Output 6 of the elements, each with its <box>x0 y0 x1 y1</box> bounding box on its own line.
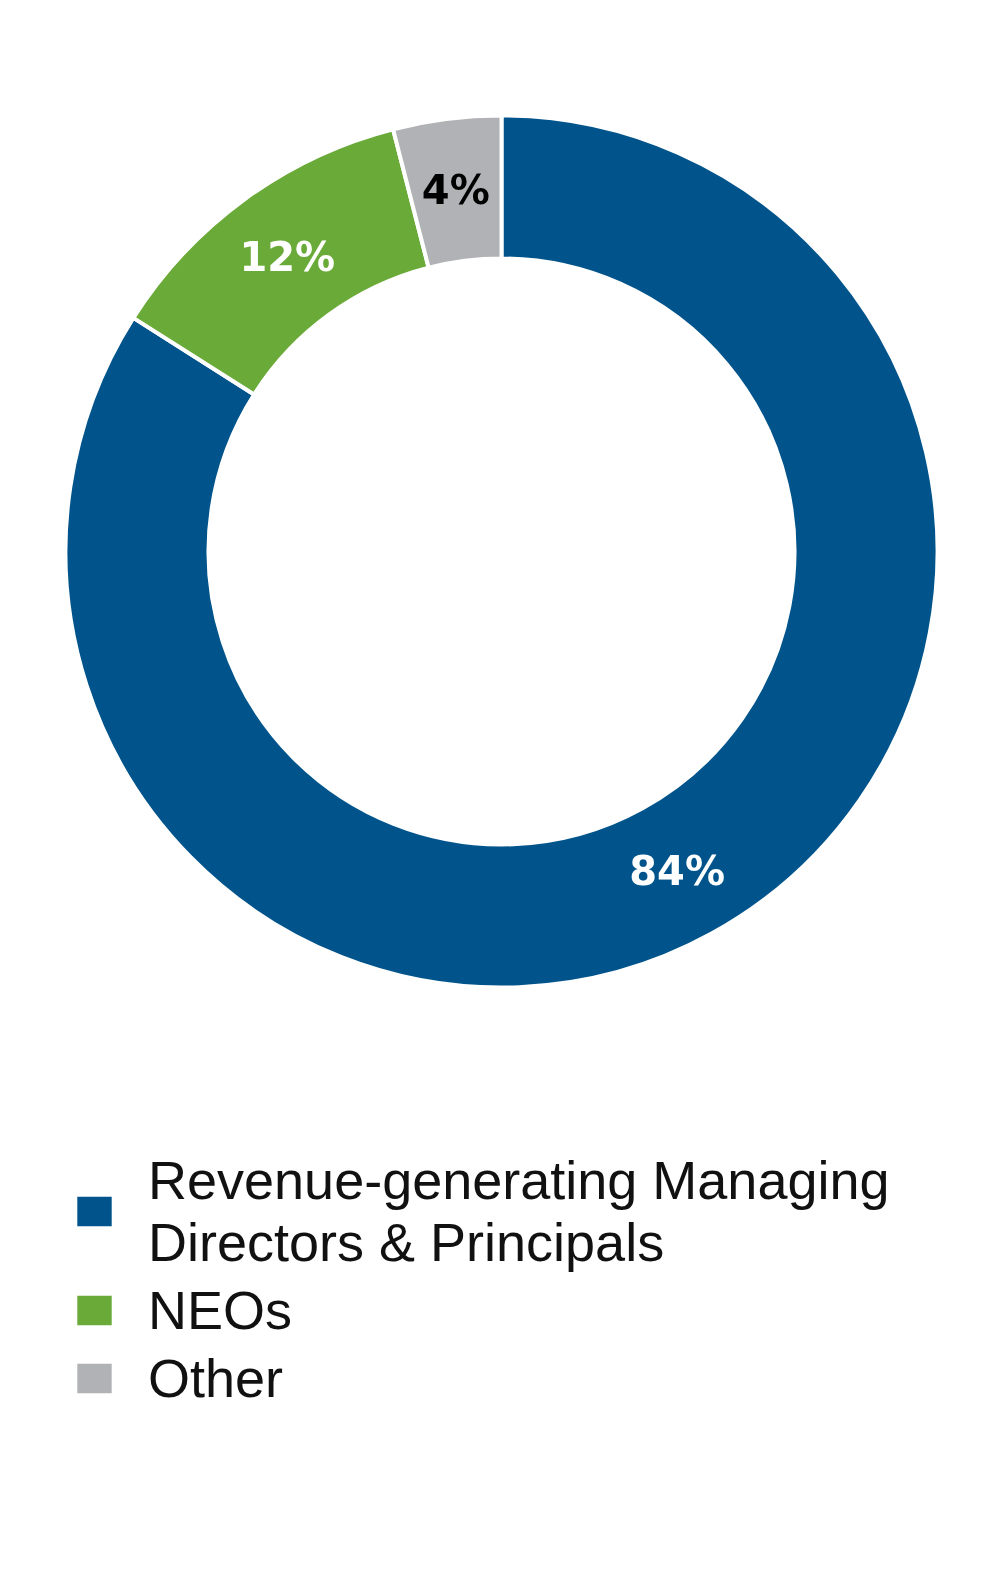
legend-label: Revenue-generating Managing Directors & Principals <box>148 1149 890 1273</box>
data-label: 12% <box>239 233 336 280</box>
data-label: 84% <box>629 847 725 894</box>
data-label: 4% <box>421 166 490 213</box>
legend-label: NEOs <box>148 1279 293 1341</box>
legend-label: Other <box>148 1347 284 1409</box>
